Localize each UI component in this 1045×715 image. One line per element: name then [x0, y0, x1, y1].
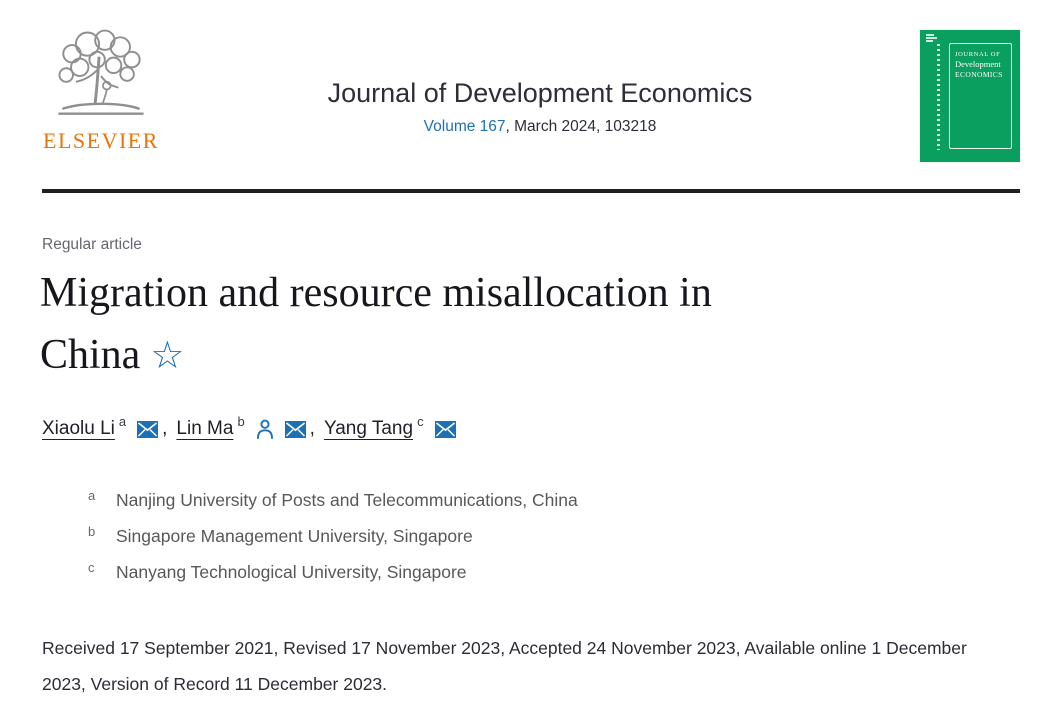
cover-micro-text	[926, 34, 938, 43]
author-list: Xiaolu Li a , Lin Ma b , Yang Tang c	[42, 414, 456, 440]
author-separator: ,	[162, 418, 168, 439]
journal-title: Journal of Development Economics	[327, 78, 753, 108]
elsevier-tree-icon	[58, 29, 144, 115]
banner-divider	[42, 189, 1020, 193]
affiliation-text-c: Nanyang Technological University, Singap…	[116, 562, 467, 582]
author-profile-button[interactable]	[256, 419, 274, 439]
envelope-icon	[137, 420, 159, 438]
footnote-star-link[interactable]: ☆	[150, 335, 185, 377]
article-title-line1: Migration and resource misallocation in	[40, 270, 712, 316]
cover-line1: JOURNAL OF	[955, 51, 1001, 58]
issue-meta-text: , March 2024, 103218	[505, 118, 657, 135]
cover-line2: Development	[955, 59, 1001, 69]
author-link-3[interactable]: Yang Tang	[323, 418, 414, 439]
author-link-1[interactable]: Xiaolu Li	[42, 418, 115, 439]
elsevier-logo[interactable]: ELSEVIER	[40, 26, 162, 154]
envelope-icon	[284, 420, 306, 438]
affiliation-text-b: Singapore Management University, Singapo…	[116, 526, 473, 546]
article-title-line2: China	[40, 332, 141, 378]
author-link-2[interactable]: Lin Ma	[176, 418, 234, 439]
volume-link[interactable]: Volume 167	[423, 118, 506, 135]
email-author-3-button[interactable]	[434, 420, 456, 438]
author-sup-3: c	[417, 413, 424, 429]
author-sup-2: b	[237, 413, 245, 429]
article-history: Received 17 September 2021, Revised 17 N…	[42, 638, 967, 694]
email-author-2-button[interactable]	[284, 420, 306, 438]
affiliation-row: c Nanyang Technological University, Sing…	[88, 560, 578, 583]
affiliation-text-a: Nanjing University of Posts and Telecomm…	[116, 490, 578, 510]
cover-line3: ECONOMICS	[955, 70, 1003, 79]
cover-spine-ticks	[937, 44, 940, 150]
article-title: Migration and resource misallocation in C…	[40, 262, 980, 387]
affiliation-sup-a: a	[88, 488, 96, 503]
email-author-1-button[interactable]	[137, 420, 159, 438]
article-type-label: Regular article	[42, 236, 142, 253]
affiliation-row: b Singapore Management University, Singa…	[88, 524, 578, 547]
affiliation-list: a Nanjing University of Posts and Teleco…	[88, 488, 578, 598]
affiliation-sup-b: b	[88, 524, 96, 539]
affiliation-sup-c: c	[88, 560, 95, 575]
journal-cover-thumbnail[interactable]: JOURNAL OF Development ECONOMICS	[920, 30, 1020, 162]
author-separator: ,	[309, 418, 315, 439]
affiliation-row: a Nanjing University of Posts and Teleco…	[88, 488, 578, 511]
elsevier-wordmark: ELSEVIER	[43, 128, 159, 153]
author-sup-1: a	[118, 413, 127, 429]
envelope-icon	[434, 420, 456, 438]
person-icon	[256, 419, 273, 439]
cover-title-box: JOURNAL OF Development ECONOMICS	[949, 43, 1012, 149]
issue-meta: Volume 167, March 2024, 103218	[160, 118, 920, 136]
